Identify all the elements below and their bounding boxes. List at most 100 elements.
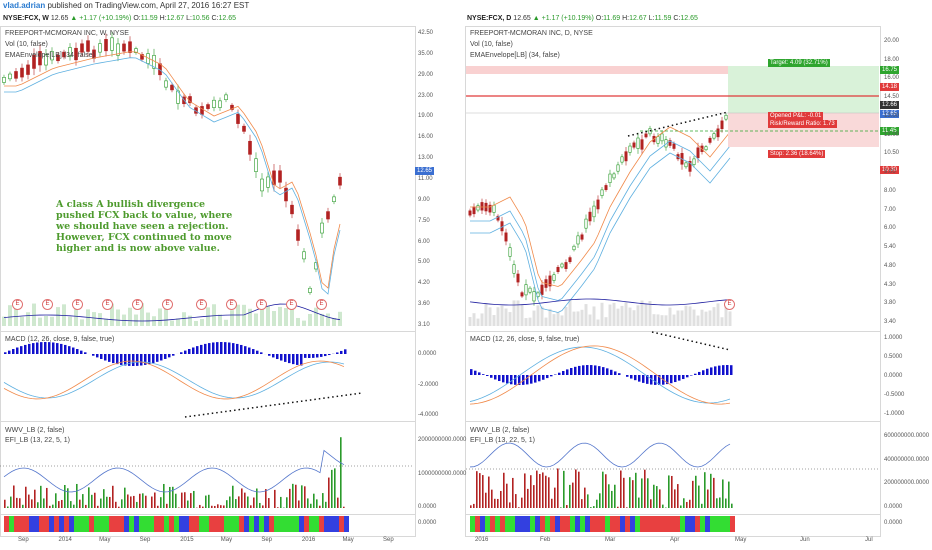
efi-cell xyxy=(179,516,184,532)
candle xyxy=(708,137,712,143)
macd-bar xyxy=(172,354,175,356)
left-price-pane[interactable] xyxy=(0,26,416,332)
candle xyxy=(564,262,568,269)
volume-bar xyxy=(588,314,592,326)
left-wwv-label: WWV_LB (2, false) xyxy=(5,427,65,434)
candle xyxy=(508,247,512,257)
volume-bar xyxy=(74,309,78,326)
macd-bar xyxy=(244,346,247,354)
divergence-trendline xyxy=(184,392,363,418)
left-price-axis-label: 23.00 xyxy=(418,92,434,99)
macd-bar xyxy=(180,352,183,354)
candle xyxy=(260,178,264,192)
volume-bar xyxy=(496,307,500,326)
efi-cell xyxy=(219,516,224,532)
earnings-icon[interactable]: E xyxy=(226,299,237,310)
efi-cell xyxy=(199,516,204,532)
candle xyxy=(122,43,126,52)
right-open: 11.69 xyxy=(603,15,621,22)
earnings-icon[interactable]: E xyxy=(724,299,735,310)
wwv-bar xyxy=(611,490,613,508)
wwv-bar xyxy=(94,492,96,508)
volume-bar xyxy=(660,315,664,326)
macd-bar xyxy=(710,367,713,375)
efi-cell xyxy=(304,516,309,532)
macd-bar xyxy=(694,373,697,375)
earnings-icon[interactable]: E xyxy=(72,299,83,310)
wwv-bar xyxy=(85,504,87,508)
wwv-bar xyxy=(548,477,550,508)
volume-bar xyxy=(596,319,600,326)
volume-bar xyxy=(604,317,608,326)
efi-cell xyxy=(264,516,269,532)
earnings-icon[interactable]: E xyxy=(256,299,267,310)
macd-bar xyxy=(486,375,489,376)
candle xyxy=(488,204,492,213)
efi-cell xyxy=(139,516,144,532)
wwv-bar xyxy=(130,496,132,508)
macd-bar xyxy=(292,354,295,365)
wwv-bar xyxy=(247,496,249,508)
wwv-bar xyxy=(566,505,568,508)
macd-bar xyxy=(706,368,709,375)
right-symbol-line: NYSE:FCX, D 12.65 ▲ +1.17 (+10.19%) O:11… xyxy=(467,13,698,25)
macd-bar xyxy=(192,347,195,354)
macd-bar xyxy=(578,365,581,375)
earnings-icon[interactable]: E xyxy=(286,299,297,310)
author-link[interactable]: vlad.adrian xyxy=(3,1,46,10)
macd-bar xyxy=(506,375,509,384)
macd-bar xyxy=(228,342,231,354)
wwv-bar xyxy=(485,492,487,508)
volume-bar xyxy=(628,307,632,326)
earnings-icon[interactable]: E xyxy=(12,299,23,310)
tag-entry: 11.45 xyxy=(880,127,899,135)
earnings-icon[interactable]: E xyxy=(196,299,207,310)
candle xyxy=(712,133,716,139)
macd-bar xyxy=(614,371,617,375)
efi-cell xyxy=(540,516,545,532)
earnings-icon[interactable]: E xyxy=(132,299,143,310)
macd-bar xyxy=(722,365,725,375)
macd-bar xyxy=(156,354,159,362)
macd-bar xyxy=(646,375,649,384)
right-chart-title: FREEPORT-MCMORAN INC, D, NYSE xyxy=(470,30,593,37)
wwv-bar xyxy=(569,484,571,508)
right-macd-axis-label: 0.0000 xyxy=(884,373,903,379)
macd-bar xyxy=(658,375,661,385)
left-price-axis-label: 4.20 xyxy=(418,280,430,287)
efi-cell xyxy=(545,516,550,532)
right-price-axis-label: 3.40 xyxy=(884,319,896,325)
earnings-icon[interactable]: E xyxy=(316,299,327,310)
wwv-bar xyxy=(647,478,649,508)
wwv-bar xyxy=(671,475,673,508)
wwv-bar xyxy=(19,498,21,508)
macd-bar xyxy=(200,344,203,354)
earnings-icon[interactable]: E xyxy=(162,299,173,310)
macd-bar xyxy=(650,375,653,385)
right-price-axis-label: 18.00 xyxy=(884,56,900,63)
macd-bar xyxy=(168,354,171,358)
wwv-bar xyxy=(692,480,694,508)
left-c-label: C: xyxy=(211,15,219,22)
efi-cell xyxy=(485,516,490,532)
right-c-label: C: xyxy=(673,15,681,22)
earnings-icon[interactable]: E xyxy=(102,299,113,310)
right-price-axis-label: 16.00 xyxy=(884,75,900,82)
wwv-line xyxy=(469,442,731,468)
macd-bar xyxy=(598,366,601,375)
candle xyxy=(608,173,612,184)
volume-bar xyxy=(500,305,504,326)
earnings-icon[interactable]: E xyxy=(42,299,53,310)
volume-bar xyxy=(728,311,732,326)
macd-bar xyxy=(610,369,613,375)
wwv-bar xyxy=(524,473,526,508)
right-x-tick: Jun xyxy=(800,537,810,543)
volume-bar xyxy=(284,308,288,326)
efi-cell xyxy=(625,516,630,532)
left-x-tick: May xyxy=(342,537,354,543)
right-macd-axis-label: -0.5000 xyxy=(884,392,905,398)
macd-bar xyxy=(64,344,67,354)
right-wwv-label: WWV_LB (2, false) xyxy=(470,427,530,434)
efi-cell xyxy=(665,516,670,532)
volume-bar xyxy=(164,306,168,326)
